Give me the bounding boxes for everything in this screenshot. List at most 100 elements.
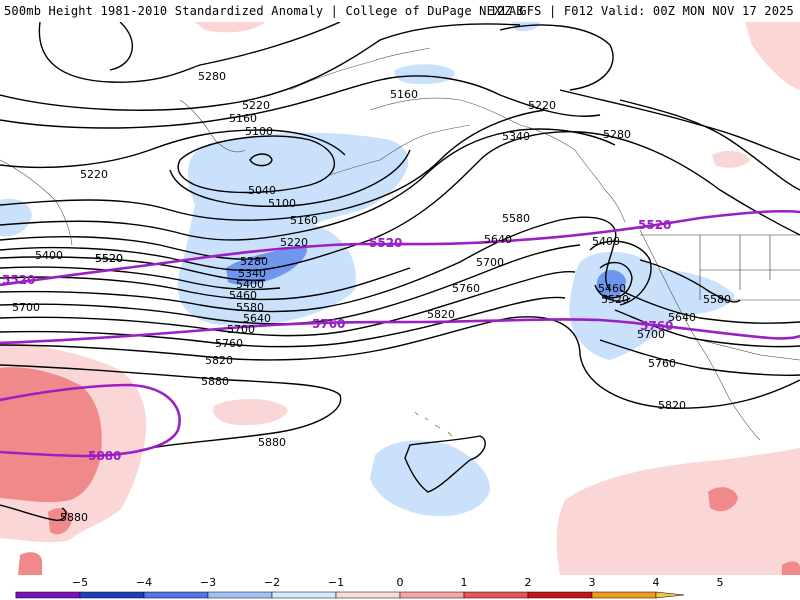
label-5520-left: 5520 xyxy=(95,252,123,265)
label-5220-north: 5220 xyxy=(242,99,270,112)
contour-5880-south xyxy=(0,504,67,521)
negative-anomaly-areas xyxy=(0,22,735,517)
colorbar-swatch xyxy=(207,591,273,599)
contour-5880-hawaii xyxy=(404,435,486,493)
contour-5280-mid xyxy=(0,236,266,260)
contour-5040-inner xyxy=(249,153,273,167)
label-5700-mid: 5700 xyxy=(227,323,255,336)
label-5160-mid: 5160 xyxy=(290,214,318,227)
colorbar-swatch xyxy=(79,591,145,599)
colorbar-tick-label: −5 xyxy=(72,576,88,589)
height-contours xyxy=(0,22,800,521)
border-mexico xyxy=(699,339,800,361)
contour-5280-loop-left xyxy=(109,22,133,71)
label-5580-east: 5580 xyxy=(703,293,731,306)
colorbar-tick-labels: −5 −4 −3 −2 −1 0 1 2 3 4 5 xyxy=(72,576,724,589)
coastline-kamchatka xyxy=(179,99,246,153)
contour-5160-a xyxy=(0,75,601,129)
pos-anomaly-aleutian-top xyxy=(195,22,265,33)
label-5280-north: 5280 xyxy=(198,70,226,83)
purple-label-5760-east: 5760 xyxy=(640,319,673,333)
reference-contour-labels: 5520 5520 5520 5760 5760 5880 xyxy=(2,218,673,463)
contour-east-5580 xyxy=(639,259,741,303)
contour-5640 xyxy=(0,244,581,325)
contour-5580 xyxy=(0,216,617,313)
pos-anomaly-west-core xyxy=(0,367,102,503)
contour-5520-black xyxy=(0,267,411,301)
pos-anomaly-southeast-core xyxy=(708,487,738,512)
purple-label-5520-east: 5520 xyxy=(638,218,671,232)
label-5520-mid: 5520 xyxy=(95,252,123,265)
neg-anomaly-hawaii xyxy=(370,440,490,517)
colorbar-tick-label: 3 xyxy=(589,576,596,589)
label-5700-left: 5700 xyxy=(12,301,40,314)
label-5160-north: 5160 xyxy=(229,112,257,125)
colorbar-tick-label: 0 xyxy=(397,576,404,589)
colorbar-swatches xyxy=(15,591,685,599)
contour-5880-central xyxy=(0,364,342,451)
contour-5160-mid xyxy=(0,109,546,221)
coastline-hawaii xyxy=(414,411,453,437)
purple-5520 xyxy=(0,209,800,287)
label-5580-central: 5580 xyxy=(502,212,530,225)
purple-label-5520-central: 5520 xyxy=(369,236,402,250)
colorbar-swatch xyxy=(335,591,401,599)
contour-east-5700 xyxy=(614,309,800,348)
contour-5220-north xyxy=(0,23,521,111)
colorbar-swatch xyxy=(527,591,593,599)
label-5640-mid: 5640 xyxy=(243,312,271,325)
label-5760-central: 5760 xyxy=(452,282,480,295)
label-5880-mid: 5880 xyxy=(201,375,229,388)
coastline-west-coast xyxy=(639,229,761,441)
label-5160-top: 5160 xyxy=(390,88,418,101)
contour-5340-mid xyxy=(0,131,800,272)
contour-east-5280 xyxy=(559,89,800,161)
label-5640-central: 5640 xyxy=(484,233,512,246)
colorbar-swatch xyxy=(143,591,209,599)
neg-anomaly-west-edge xyxy=(0,198,32,237)
label-5100-north: 5100 xyxy=(245,125,273,138)
label-5400-left: 5400 xyxy=(35,249,63,262)
label-5280-mid: 5280 xyxy=(240,255,268,268)
contour-5100-inner xyxy=(169,149,411,207)
coastline-siberia xyxy=(289,47,431,91)
label-5760-east: 5760 xyxy=(648,357,676,370)
contour-5460-mid xyxy=(0,266,281,291)
purple-5760 xyxy=(0,318,800,345)
coastline-aleutians xyxy=(329,124,471,176)
colorbar-tick-label: −3 xyxy=(200,576,216,589)
contour-5100 xyxy=(0,129,346,169)
purple-label-5520-west: 5520 xyxy=(2,273,35,287)
anomaly-map: 5280 5220 5160 5100 5040 5100 5160 5220 … xyxy=(0,22,800,575)
label-5220-mid: 5220 xyxy=(280,236,308,249)
label-5340-top: 5340 xyxy=(502,130,530,143)
label-5820-east: 5820 xyxy=(658,399,686,412)
label-5460-mid: 5460 xyxy=(229,289,257,302)
coastline-alaska xyxy=(369,97,626,223)
contour-5040-outer xyxy=(177,135,336,194)
contour-5820 xyxy=(0,316,800,409)
purple-label-5880: 5880 xyxy=(88,449,121,463)
neg-anomaly-core-baja xyxy=(596,269,626,299)
anomaly-colorbar: −5 −4 −3 −2 −1 0 1 2 3 4 5 xyxy=(0,575,800,600)
label-5040: 5040 xyxy=(248,184,276,197)
contour-east-5760 xyxy=(599,339,800,376)
label-5220-top: 5220 xyxy=(528,99,556,112)
positive-anomaly-areas xyxy=(0,22,800,575)
colorbar-swatch xyxy=(15,591,81,599)
label-5820-central: 5820 xyxy=(427,308,455,321)
label-5880-central: 5880 xyxy=(258,436,286,449)
pos-anomaly-east-small xyxy=(712,150,750,168)
border-states-1 xyxy=(699,235,800,301)
label-5700-east: 5700 xyxy=(637,328,665,341)
purple-5880 xyxy=(0,383,181,458)
label-5280-top: 5280 xyxy=(603,128,631,141)
contour-east-5640 xyxy=(619,289,800,324)
contour-labels: 5280 5220 5160 5100 5040 5100 5160 5220 … xyxy=(12,70,731,524)
neg-anomaly-bering xyxy=(394,64,455,85)
model-run-info: 12Z GFS | F012 Valid: 00Z MON NOV 17 202… xyxy=(489,4,794,18)
purple-label-5760-central: 5760 xyxy=(312,317,345,331)
map-title: 500mb Height 1981-2010 Standardized Anom… xyxy=(4,4,524,18)
contour-east-5520-black xyxy=(619,99,800,191)
colorbar-tick-label: −2 xyxy=(264,576,280,589)
